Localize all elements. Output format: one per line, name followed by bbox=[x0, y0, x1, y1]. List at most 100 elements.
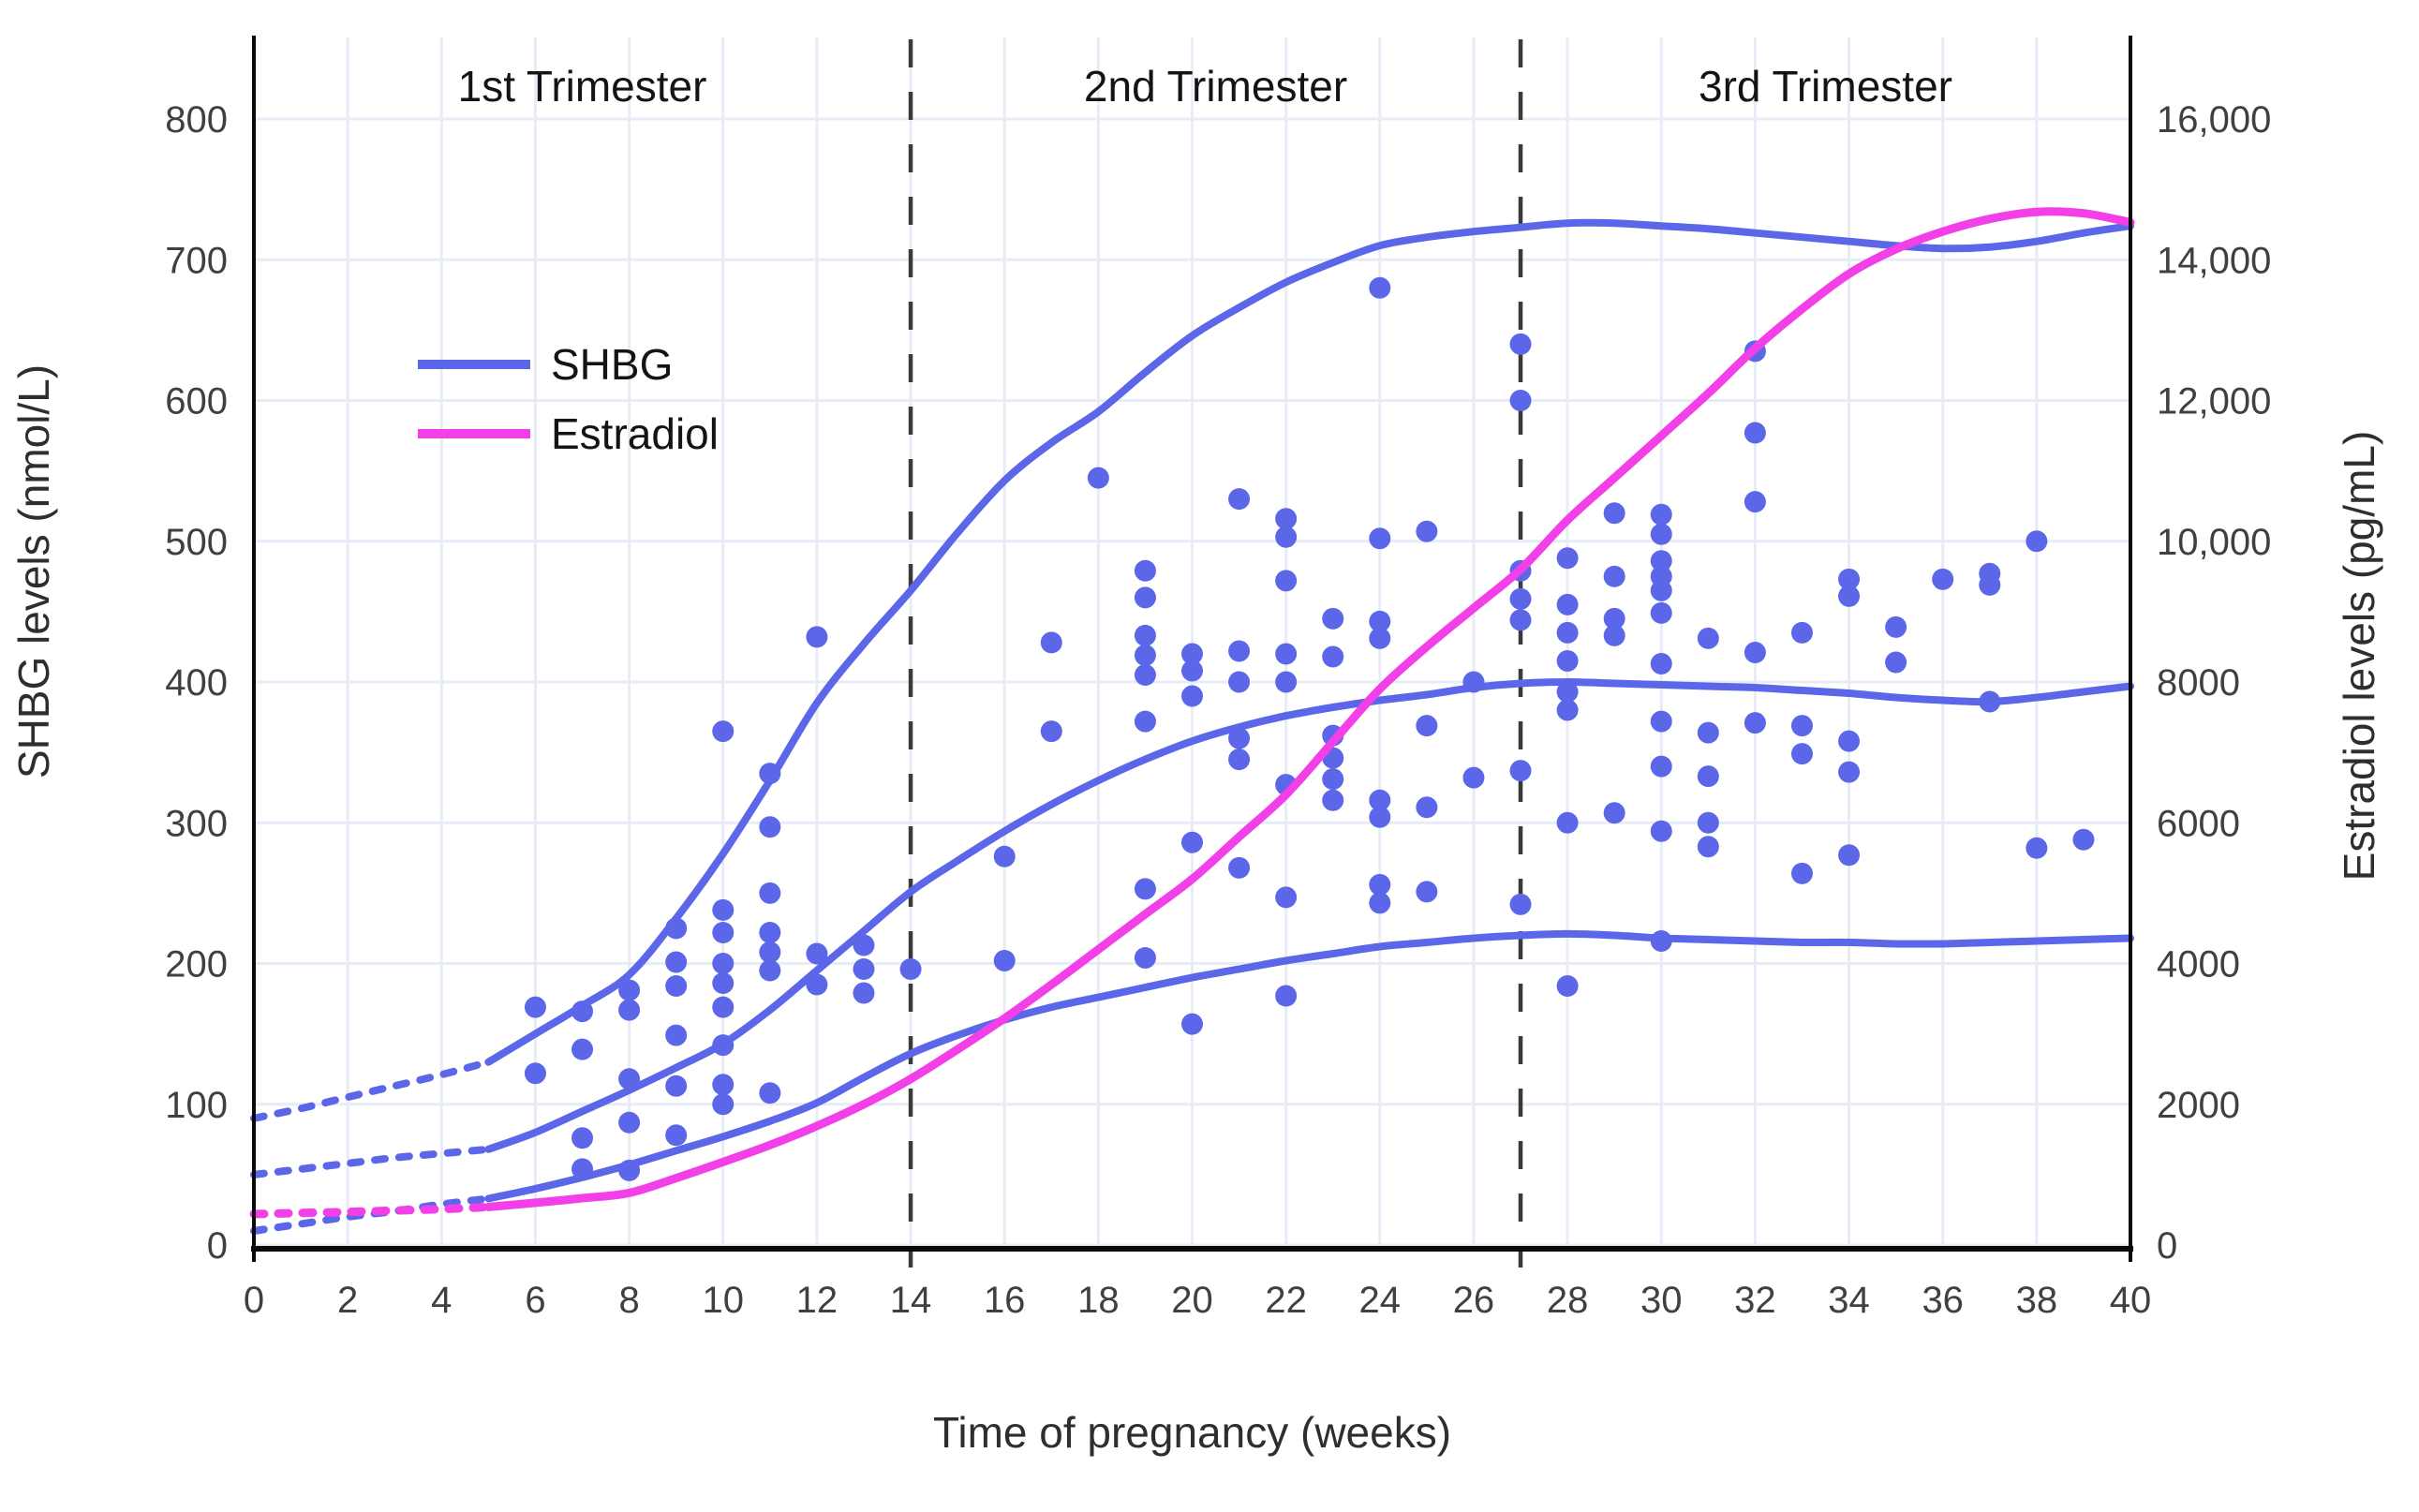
data-point bbox=[1650, 523, 1672, 545]
data-point bbox=[1181, 685, 1203, 707]
data-point bbox=[1134, 644, 1156, 666]
data-point bbox=[1228, 749, 1251, 771]
data-point bbox=[1556, 621, 1579, 644]
left-tick-label: 0 bbox=[207, 1225, 228, 1267]
data-point bbox=[1932, 568, 1954, 590]
data-point bbox=[1556, 649, 1579, 672]
x-tick-label: 34 bbox=[1828, 1280, 1870, 1321]
x-tick-label: 18 bbox=[1077, 1280, 1120, 1321]
x-tick-label: 32 bbox=[1734, 1280, 1776, 1321]
x-tick-label: 12 bbox=[796, 1280, 838, 1321]
x-tick-label: 14 bbox=[890, 1280, 932, 1321]
data-point bbox=[712, 1074, 735, 1096]
estradiol-mean-curve bbox=[483, 207, 2135, 1211]
data-point bbox=[1556, 681, 1579, 704]
data-point bbox=[1885, 615, 1907, 638]
x-tick-label: 28 bbox=[1547, 1280, 1589, 1321]
left-tick-label: 300 bbox=[165, 803, 228, 844]
data-point bbox=[1697, 721, 1719, 744]
shbg-lower-reference-curve bbox=[484, 929, 2134, 1203]
data-point bbox=[759, 882, 781, 904]
x-tick-label: 8 bbox=[618, 1280, 639, 1321]
data-point bbox=[1181, 831, 1203, 853]
data-point bbox=[1603, 802, 1625, 824]
data-point bbox=[665, 917, 688, 940]
data-point bbox=[1087, 467, 1109, 489]
data-point bbox=[1790, 743, 1813, 765]
data-point bbox=[1416, 520, 1438, 542]
data-point bbox=[1462, 671, 1485, 693]
data-point bbox=[1556, 699, 1579, 721]
data-point bbox=[618, 1159, 641, 1181]
data-point bbox=[1650, 503, 1672, 526]
data-point bbox=[1509, 587, 1532, 610]
data-point bbox=[1275, 886, 1298, 909]
x-tick-label: 10 bbox=[703, 1280, 745, 1321]
left-y-axis-title: SHBG levels (nmol/L) bbox=[9, 364, 58, 778]
data-point bbox=[1369, 892, 1391, 914]
data-point bbox=[524, 996, 546, 1018]
data-point bbox=[1697, 836, 1719, 858]
data-point bbox=[1744, 422, 1766, 444]
data-point bbox=[1275, 526, 1298, 548]
data-point bbox=[1790, 621, 1813, 644]
data-point bbox=[1228, 640, 1251, 662]
data-point bbox=[571, 1001, 594, 1023]
data-point bbox=[1228, 671, 1251, 693]
data-point bbox=[712, 898, 735, 921]
data-point bbox=[618, 979, 641, 1001]
data-point bbox=[1462, 766, 1485, 789]
left-axis-tick-labels: 0 100 200 300 400 500 600 700 800 bbox=[165, 99, 228, 1267]
x-tick-label: 22 bbox=[1265, 1280, 1307, 1321]
legend-item-estradiol: Estradiol bbox=[418, 409, 719, 458]
data-point bbox=[1838, 568, 1861, 590]
data-point bbox=[1744, 491, 1766, 513]
data-point bbox=[1416, 796, 1438, 819]
data-point bbox=[712, 996, 735, 1018]
data-point bbox=[1650, 929, 1672, 952]
left-tick-label: 600 bbox=[165, 381, 228, 422]
left-tick-label: 800 bbox=[165, 99, 228, 141]
data-point bbox=[1603, 607, 1625, 630]
data-point bbox=[1790, 715, 1813, 737]
data-point bbox=[1603, 565, 1625, 587]
data-point bbox=[1556, 593, 1579, 615]
data-point bbox=[665, 951, 688, 973]
x-tick-label: 6 bbox=[525, 1280, 545, 1321]
x-tick-label: 38 bbox=[2016, 1280, 2058, 1321]
data-point bbox=[712, 953, 735, 974]
data-point bbox=[712, 921, 735, 943]
data-point bbox=[1509, 893, 1532, 915]
data-point bbox=[1040, 720, 1062, 743]
shbg-upper-reference-curve bbox=[484, 218, 2134, 1066]
data-point bbox=[1181, 643, 1203, 665]
data-point bbox=[2026, 530, 2048, 553]
data-point bbox=[712, 1034, 735, 1057]
data-point bbox=[899, 958, 922, 981]
data-point bbox=[1556, 811, 1579, 834]
data-point bbox=[853, 934, 875, 956]
data-point bbox=[712, 1093, 735, 1116]
data-point bbox=[1416, 881, 1438, 903]
data-point bbox=[1369, 806, 1391, 828]
data-point bbox=[1134, 559, 1156, 582]
x-tick-label: 40 bbox=[2110, 1280, 2152, 1321]
right-tick-label: 4000 bbox=[2157, 944, 2240, 986]
trimester-label: 2nd Trimester bbox=[1084, 62, 1347, 111]
data-point bbox=[1275, 570, 1298, 592]
data-point bbox=[571, 1127, 594, 1149]
data-point bbox=[1134, 710, 1156, 733]
shbg-upper-reference-dotted-segment bbox=[250, 1058, 493, 1122]
data-point bbox=[1603, 502, 1625, 525]
x-tick-label: 20 bbox=[1171, 1280, 1213, 1321]
series-shbg-median bbox=[250, 677, 2134, 1178]
data-point bbox=[1650, 550, 1672, 572]
data-point bbox=[1603, 624, 1625, 646]
data-point bbox=[1369, 276, 1391, 299]
x-tick-label: 2 bbox=[337, 1280, 358, 1321]
data-point bbox=[1556, 975, 1579, 998]
data-point bbox=[1369, 527, 1391, 550]
